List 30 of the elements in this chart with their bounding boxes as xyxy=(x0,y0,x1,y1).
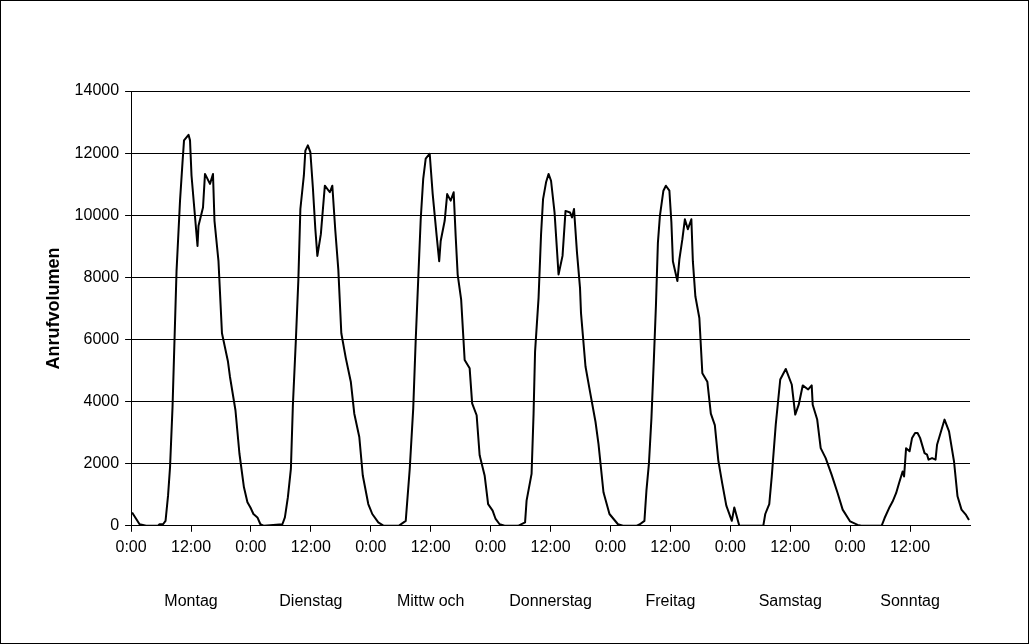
x-tick-label: 0:00 xyxy=(475,537,507,555)
text: Freitag xyxy=(645,592,696,610)
x-tick-label: 12:00 xyxy=(410,537,451,555)
x-tick-label: 12:00 xyxy=(290,537,331,555)
y-tick-label: 12000 xyxy=(74,143,120,161)
y-tick-label: 4000 xyxy=(83,391,120,409)
x-tick-label: 12:00 xyxy=(890,537,931,555)
text: Sonntag xyxy=(880,592,940,610)
x-tick-label: 0:00 xyxy=(714,537,746,555)
text: Samstag xyxy=(758,592,822,610)
y-axis-title: Anrufvolumen xyxy=(42,247,63,370)
y-tick-label: 6000 xyxy=(83,329,120,347)
x-tick-label: 0:00 xyxy=(115,537,147,555)
x-tick-label: 12:00 xyxy=(170,537,212,555)
y-tick-label: 14000 xyxy=(74,81,120,99)
text: Donnerstag xyxy=(509,592,592,610)
y-tick-label: 0 xyxy=(110,516,120,534)
y-tick-label: 10000 xyxy=(74,205,120,223)
x-tick-label: 0:00 xyxy=(355,537,387,555)
y-tick-label: 2000 xyxy=(83,454,120,472)
text: Dienstag xyxy=(279,592,343,610)
y-tick-label: 8000 xyxy=(83,267,120,285)
text: Mittw och xyxy=(396,592,465,610)
x-tick-label: 0:00 xyxy=(834,537,866,555)
x-tick-label: 12:00 xyxy=(530,537,571,555)
text: Montag xyxy=(164,592,218,610)
x-tick-label: 0:00 xyxy=(235,537,267,555)
x-tick-label: 0:00 xyxy=(594,537,627,555)
x-tick-label: 12:00 xyxy=(650,537,691,555)
x-tick-label: 12:00 xyxy=(770,537,811,555)
